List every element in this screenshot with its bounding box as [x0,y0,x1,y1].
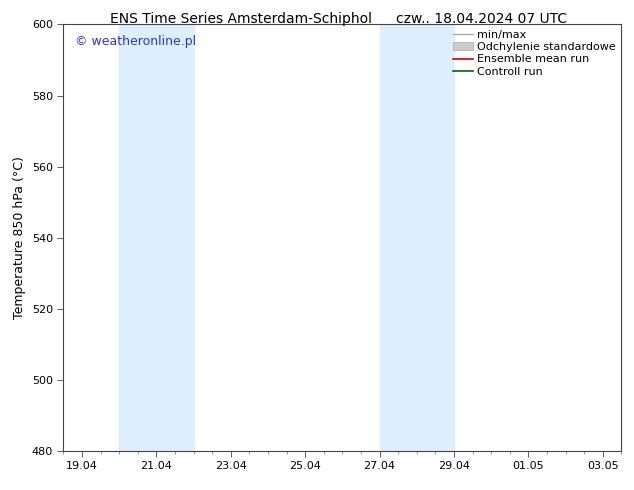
Text: ENS Time Series Amsterdam-Schiphol: ENS Time Series Amsterdam-Schiphol [110,12,372,26]
Bar [380,24,454,451]
Bar [119,24,193,451]
Y-axis label: Temperature 850 hPa (°C): Temperature 850 hPa (°C) [13,156,26,319]
Text: czw.. 18.04.2024 07 UTC: czw.. 18.04.2024 07 UTC [396,12,567,26]
Text: © weatheronline.pl: © weatheronline.pl [75,35,196,48]
Legend: min/max, Odchylenie standardowe, Ensemble mean run, Controll run: min/max, Odchylenie standardowe, Ensembl… [450,28,618,79]
